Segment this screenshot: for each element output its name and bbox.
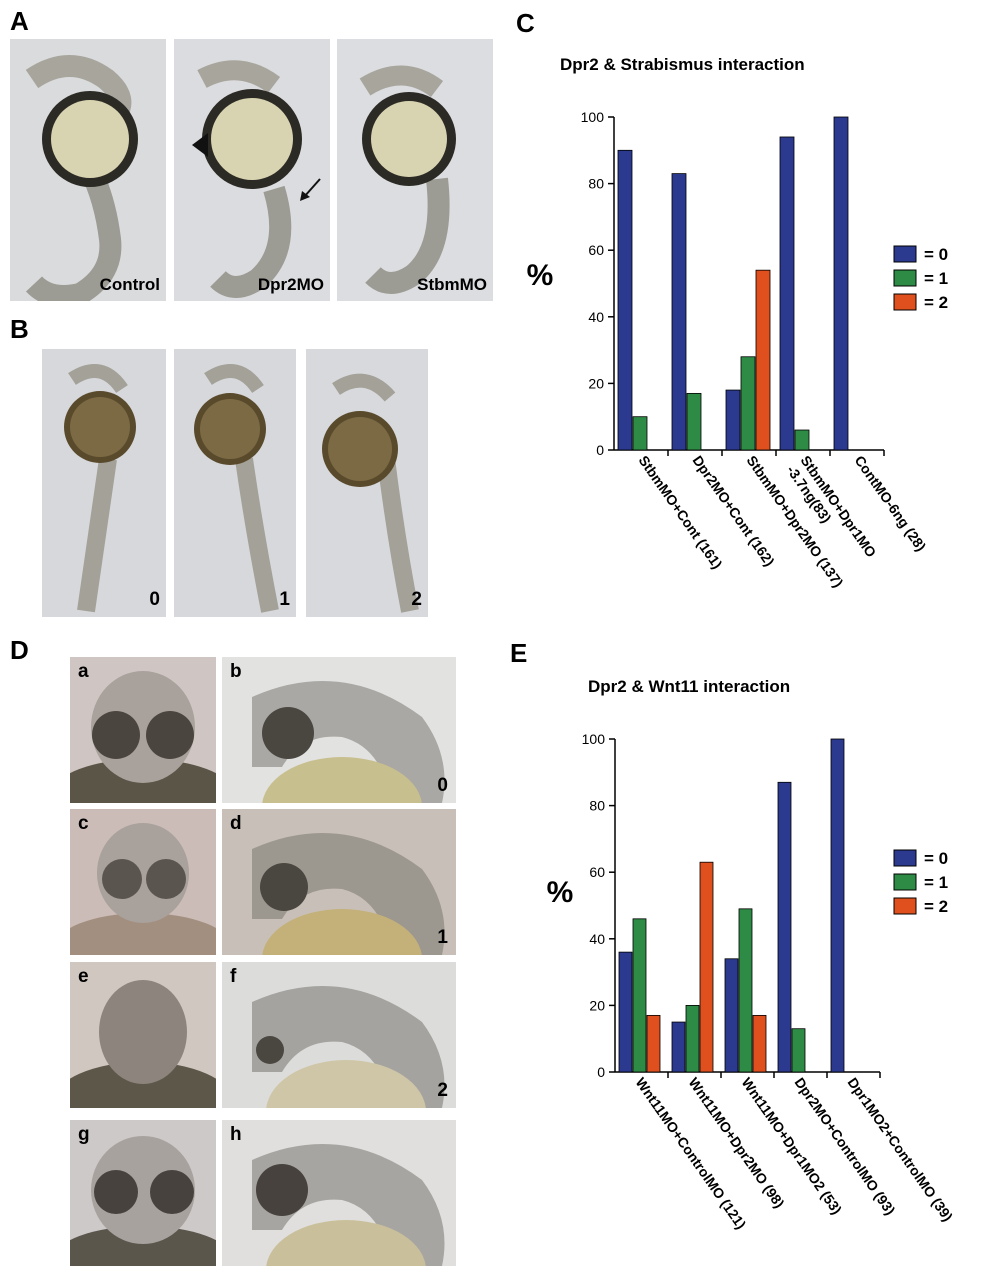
chart-wnt11-interaction: Dpr2 & Wnt11 interaction % 020406080100 … [547, 677, 956, 1232]
panel-label-b: B [10, 314, 29, 344]
y-tick-label: 80 [588, 176, 604, 192]
photo-d-e: e [70, 962, 216, 1108]
legend-label: = 2 [924, 897, 948, 916]
chart-strabismus-interaction: Dpr2 & Strabismus interaction % 0 20 40 60 8… [527, 55, 948, 590]
y-tick-label: 0 [596, 442, 604, 458]
sublabel-b: b [230, 661, 242, 682]
score-label-f: 2 [437, 1080, 448, 1101]
x-tick-label: Dpr1MO2+ControlMO (39) [845, 1075, 956, 1225]
y-tick-label: 100 [582, 731, 606, 747]
bar [632, 918, 647, 1073]
legend-label: = 1 [924, 269, 948, 288]
sublabel-f: f [230, 966, 237, 987]
photo-d-b: b 0 [222, 657, 456, 803]
y-tick-label: 60 [588, 242, 604, 258]
chart-c-title: Dpr2 & Strabismus interaction [560, 55, 805, 74]
caption-stbmmo: StbmMO [417, 275, 487, 294]
sublabel-c: c [78, 813, 89, 834]
legend-swatch [893, 293, 917, 311]
x-tick-label: Wnt11MO+ControlMO (121) [633, 1075, 750, 1232]
x-tick-label: Dpr2MO+ControlMO (93) [792, 1075, 899, 1218]
photo-d-h: h [222, 1120, 456, 1266]
legend-swatch [893, 873, 917, 891]
bar [752, 1014, 767, 1073]
bar [830, 738, 845, 1073]
legend-swatch [893, 897, 917, 915]
bar [699, 861, 714, 1073]
x-tick-label: Wnt11MO+Dpr2MO (98) [686, 1075, 788, 1211]
embryo-photo-score-0: 0 [42, 349, 166, 617]
x-tick-label: Wnt11MO+Dpr1MO2 (53) [739, 1075, 846, 1218]
legend-swatch [893, 245, 917, 263]
bar [833, 116, 849, 451]
bar [671, 173, 687, 451]
bar [740, 356, 756, 451]
caption-score-2: 2 [411, 589, 422, 610]
legend-swatch [893, 269, 917, 287]
bar [617, 149, 633, 451]
bar [724, 958, 739, 1073]
photo-d-g: g [70, 1120, 216, 1266]
bar [791, 1028, 806, 1073]
bar [779, 136, 795, 451]
embryo-photo-score-2: 2 [306, 349, 428, 617]
embryo-photo-stbmmo: StbmMO [337, 39, 493, 301]
y-tick-label: 60 [589, 864, 605, 880]
legend-label: = 2 [924, 293, 948, 312]
caption-score-1: 1 [279, 589, 290, 610]
panel-label-e: E [510, 638, 528, 668]
sublabel-h: h [230, 1124, 242, 1145]
bar [685, 1004, 700, 1073]
photo-d-a: a [70, 657, 216, 803]
chart-e-title: Dpr2 & Wnt11 interaction [588, 677, 790, 696]
y-tick-label: 20 [589, 997, 605, 1013]
chart-c-ylabel: % [527, 259, 554, 292]
photo-d-f: f 2 [222, 962, 456, 1108]
bar [671, 1021, 686, 1073]
y-tick-label: 40 [589, 931, 605, 947]
panel-label-c: C [516, 8, 535, 38]
panel-label-a: A [10, 6, 29, 36]
sublabel-a: a [78, 661, 89, 682]
legend-label: = 0 [924, 245, 948, 264]
legend-swatch [893, 849, 917, 867]
score-label-b: 0 [437, 775, 448, 796]
bar [777, 781, 792, 1073]
sublabel-g: g [78, 1124, 90, 1145]
bar [632, 416, 648, 451]
embryo-photo-score-1: 1 [174, 349, 296, 617]
bar [738, 908, 753, 1073]
embryo-photo-dpr2mo: Dpr2MO [174, 39, 330, 301]
legend-label: = 1 [924, 873, 948, 892]
bar [794, 429, 810, 451]
photo-d-d: d 1 [222, 809, 456, 955]
photo-d-c: c [70, 809, 216, 955]
sublabel-e: e [78, 966, 89, 987]
bar [646, 1014, 661, 1073]
bar [755, 269, 771, 451]
legend-label: = 0 [924, 849, 948, 868]
sublabel-d: d [230, 813, 242, 834]
caption-control: Control [99, 275, 160, 294]
y-tick-label: 40 [588, 309, 604, 325]
bar [686, 392, 702, 451]
y-tick-label: 100 [581, 109, 605, 125]
y-tick-label: 0 [597, 1064, 605, 1080]
score-label-d: 1 [437, 927, 448, 948]
y-tick-label: 80 [589, 798, 605, 814]
caption-dpr2mo: Dpr2MO [257, 275, 324, 294]
caption-score-0: 0 [149, 589, 160, 610]
bar [618, 951, 633, 1073]
chart-e-ylabel: % [547, 876, 574, 909]
panel-label-d: D [10, 635, 29, 665]
bar [725, 389, 741, 451]
embryo-photo-control: Control [10, 39, 166, 301]
y-tick-label: 20 [588, 375, 604, 391]
